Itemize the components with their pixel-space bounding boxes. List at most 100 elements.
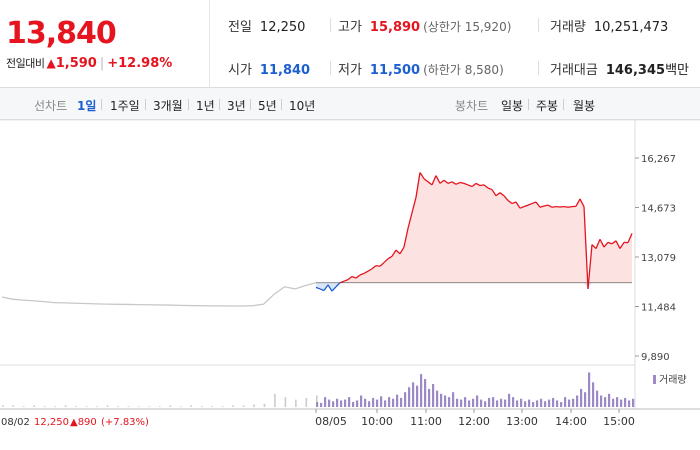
volume-bar	[480, 399, 483, 407]
open-value: 11,840	[259, 63, 311, 78]
volume-bar	[624, 397, 627, 407]
lower-limit: (하한가 8,580)	[423, 63, 504, 77]
price-segment-down	[315, 286, 321, 290]
tab-monthly-candle[interactable]: 월봉	[573, 99, 596, 113]
volume-bar	[576, 395, 579, 407]
volume-bar-prev	[148, 406, 151, 407]
price-segment-up	[359, 272, 365, 276]
volume-bar-prev	[127, 406, 130, 407]
volume-bar	[408, 387, 411, 407]
volume-bar	[616, 397, 619, 407]
volume-bar	[432, 383, 435, 407]
volume-bar-prev	[159, 406, 161, 407]
volume-bar-prev	[190, 405, 192, 407]
volume-bar	[476, 395, 479, 407]
price-segment-up	[587, 244, 593, 289]
volume-bar	[412, 382, 415, 407]
volume-bar	[328, 399, 331, 407]
change-separator: |	[99, 56, 105, 71]
volume-bar	[348, 397, 351, 407]
volume-bar-prev	[169, 405, 172, 407]
volume-bar	[612, 398, 615, 407]
volume-bar-prev	[106, 405, 109, 407]
volume-bar-prev	[284, 397, 287, 407]
price-segment-up	[367, 268, 373, 272]
price-segment-up	[339, 280, 345, 284]
volume-bar	[344, 399, 347, 407]
high-label: 고가	[338, 20, 362, 35]
price-chart: 16,267 14,673 13,079 11,484 9,890 거래량 08/05 10:…	[0, 120, 700, 450]
volume-bar	[472, 398, 475, 407]
volume-legend-label: 거래량	[659, 374, 687, 386]
volume-bar-prev	[242, 405, 245, 407]
volume-bar	[564, 397, 567, 407]
volume-bar	[436, 390, 439, 407]
volume-bar	[524, 401, 527, 407]
volume-bar	[440, 393, 443, 407]
volume-bar	[544, 401, 547, 407]
down-area-fill	[316, 282, 632, 292]
tab-10y[interactable]: 10년	[289, 99, 316, 113]
price-segment-up	[403, 228, 409, 248]
volume-bar	[444, 395, 447, 407]
prev-close-value: 12,250	[259, 20, 306, 35]
price-segment-up	[383, 258, 389, 264]
tab-3m[interactable]: 3개월	[153, 99, 183, 113]
volume-bar	[488, 397, 491, 407]
tab-3y[interactable]: 3년	[227, 99, 246, 113]
volume-bar	[416, 385, 419, 407]
volume-bar	[580, 388, 583, 407]
tab-1d[interactable]: 1일	[77, 99, 97, 113]
change-label: 전일대비	[6, 57, 45, 70]
prev-day-date-label: 08/02	[1, 417, 30, 428]
volume-bar	[356, 400, 359, 407]
volume-bar-prev	[117, 406, 119, 407]
price-segment-up	[523, 204, 529, 208]
price-segment-up	[427, 181, 433, 186]
price-segment-up	[583, 206, 589, 289]
volume-bar	[532, 402, 535, 407]
tab-1w[interactable]: 1주일	[110, 99, 140, 113]
up-arrow-icon: ▲	[46, 56, 56, 70]
tab-1y[interactable]: 1년	[196, 99, 215, 113]
price-segment-up	[495, 192, 501, 197]
change-pct: +12.98%	[107, 56, 173, 71]
change-value: 1,590	[55, 56, 97, 71]
volume-bar	[424, 379, 427, 407]
tab-5y[interactable]: 5년	[258, 99, 277, 113]
y-tick-label: 9,890	[641, 352, 670, 363]
volume-bar-prev	[179, 406, 182, 407]
volume-bar	[548, 399, 551, 407]
volume-bar	[464, 397, 467, 407]
price-segment-up	[343, 279, 349, 282]
price-segment-up	[423, 178, 429, 183]
tab-daily-candle[interactable]: 일봉	[501, 99, 524, 113]
price-segment-up	[399, 246, 405, 255]
volume-bar-prev	[75, 406, 77, 407]
price-segment-up	[563, 206, 569, 208]
x-tick-label: 13:00	[506, 415, 538, 428]
volume-bar	[496, 400, 499, 407]
price-segment-up	[531, 201, 537, 205]
price-segment-up	[535, 201, 541, 208]
volume-bar-prev	[43, 406, 46, 407]
price-segment-up	[611, 240, 617, 245]
price-segment-up	[447, 181, 453, 184]
prev-day-pct-label: (+7.83%)	[101, 417, 149, 428]
price-segment-up	[519, 206, 525, 209]
price-segment-up	[575, 198, 581, 207]
prev-day-close-label: 12,250	[34, 417, 69, 428]
volume-bar-prev	[253, 404, 255, 407]
tab-weekly-candle[interactable]: 주봉	[536, 99, 559, 113]
price-segment-down	[327, 284, 333, 292]
price-segment-up	[551, 206, 557, 208]
x-tick-label: 14:00	[555, 415, 587, 428]
x-tick-label: 08/05	[315, 415, 347, 428]
price-segment-up	[515, 201, 521, 209]
price-segment-up	[479, 184, 485, 187]
price-segment-up	[603, 241, 609, 248]
price-segment-up	[503, 195, 509, 201]
volume-bar	[504, 399, 507, 407]
price-segment-down	[335, 282, 341, 288]
price-segment-up	[375, 265, 381, 267]
